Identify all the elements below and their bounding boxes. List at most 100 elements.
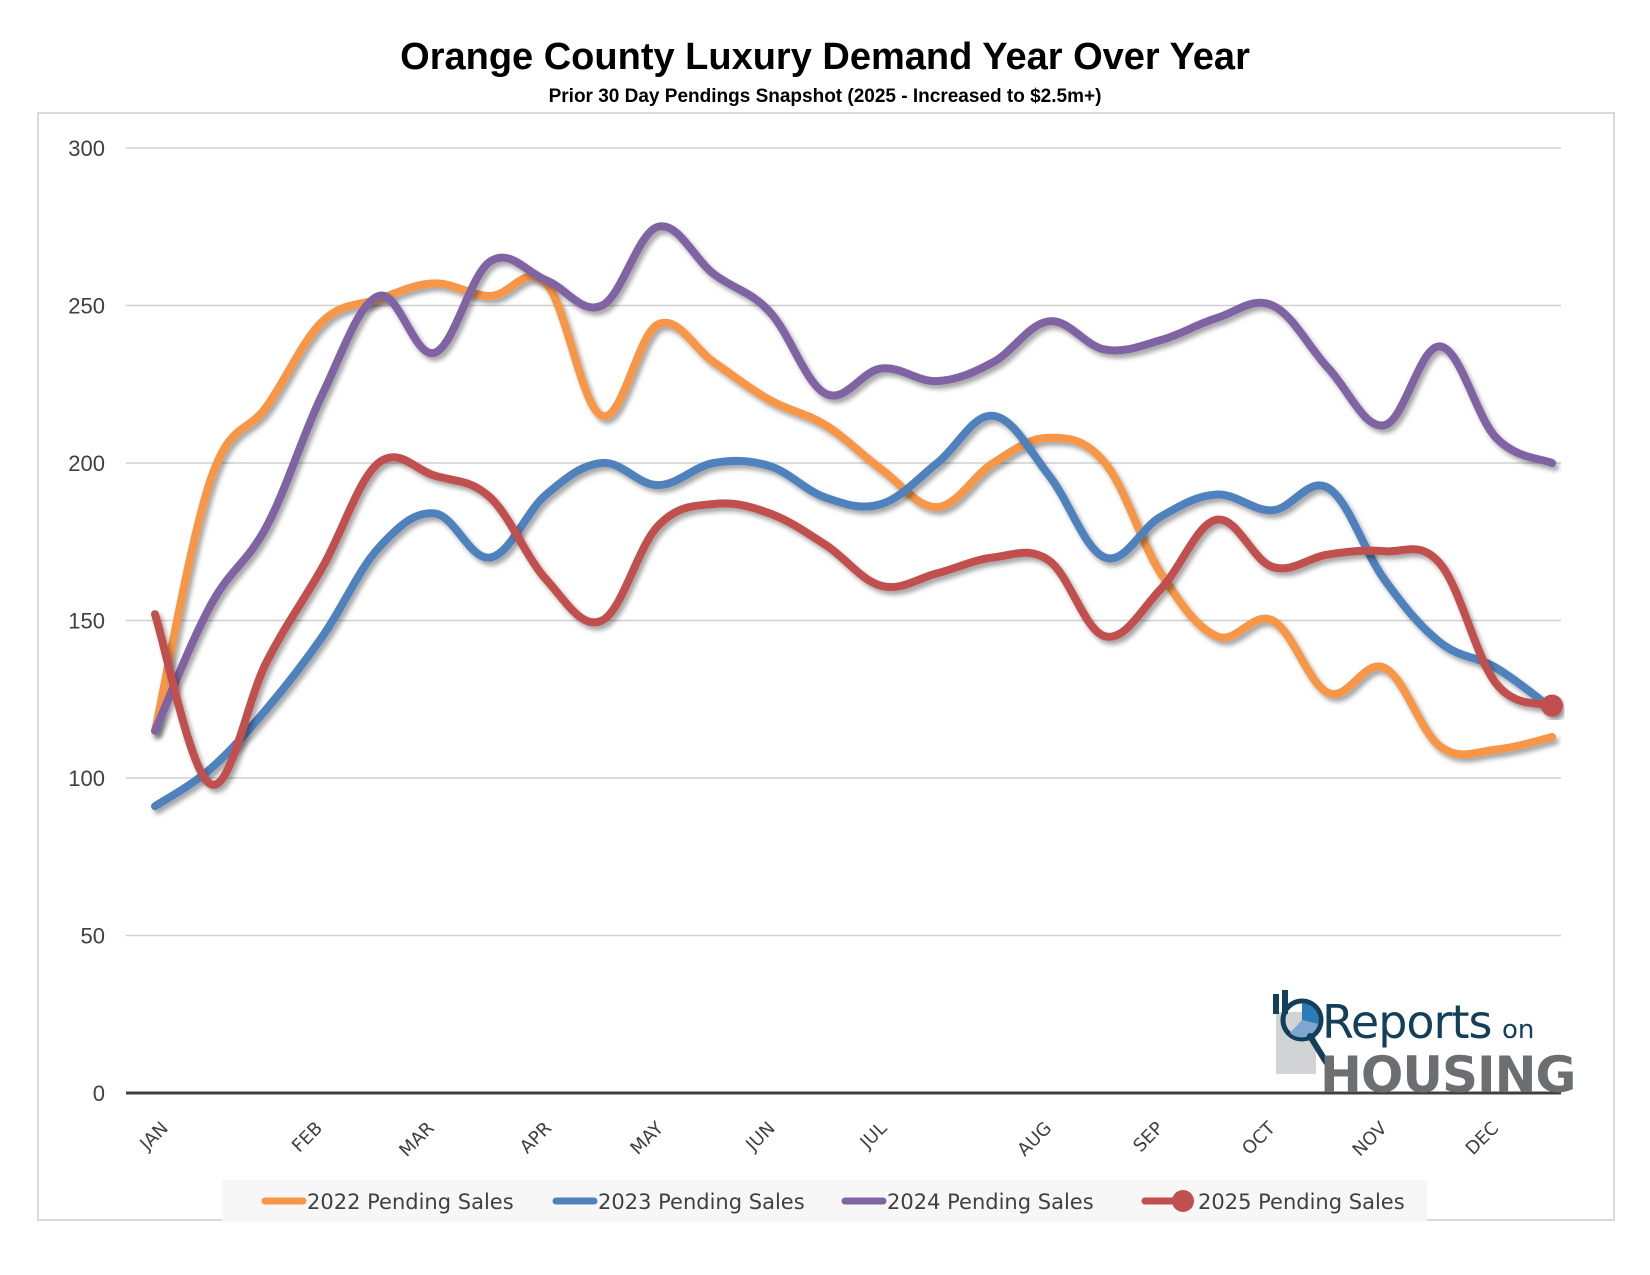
series-line-2025-pending-sales: [151, 453, 1556, 789]
data-point-2024-pending-sales: [877, 365, 885, 373]
data-point-2025-pending-sales: [1436, 560, 1444, 568]
data-point-2024-pending-sales: [430, 349, 438, 357]
data-point-2022-pending-sales: [1492, 746, 1500, 754]
data-point-2022-pending-sales: [654, 320, 662, 328]
data-point-2025-pending-sales: [1045, 557, 1053, 565]
data-point-2022-pending-sales: [877, 465, 885, 473]
legend: 2022 Pending Sales 2023 Pending Sales 2024…: [261, 1190, 1405, 1214]
data-point-2022-pending-sales: [1324, 689, 1332, 697]
logo-housing-text: HOUSING: [1320, 1046, 1575, 1104]
data-point-2025-pending-sales: [598, 617, 606, 625]
data-point-2022-pending-sales: [1380, 664, 1388, 672]
data-point-2022-pending-sales: [263, 402, 271, 410]
data-point-2022-pending-sales: [1548, 733, 1556, 741]
data-point-2025-pending-sales: [933, 569, 941, 577]
data-point-2022-pending-sales: [319, 317, 327, 325]
data-point-2022-pending-sales: [1101, 459, 1109, 467]
data-point-2024-pending-sales: [486, 257, 494, 265]
data-point-2022-pending-sales: [766, 396, 774, 404]
data-point-2023-pending-sales: [207, 765, 215, 773]
data-point-2024-pending-sales: [375, 292, 383, 300]
data-point-2023-pending-sales: [375, 544, 383, 552]
data-point-2024-pending-sales: [822, 390, 830, 398]
data-point-2025-pending-sales: [1269, 563, 1277, 571]
data-point-2023-pending-sales: [319, 632, 327, 640]
series-line-2024-pending-sales: [151, 222, 1556, 735]
data-point-2024-pending-sales: [151, 727, 159, 735]
data-point-2023-pending-sales: [1436, 639, 1444, 647]
data-point-2022-pending-sales: [598, 412, 606, 420]
data-point-2023-pending-sales: [822, 494, 830, 502]
data-point-2025-pending-sales: [1101, 632, 1109, 640]
series-lines: [151, 222, 1563, 811]
data-point-2025-pending-sales: [263, 657, 271, 665]
data-point-2025-pending-sales: [207, 780, 215, 788]
data-point-2023-pending-sales: [989, 412, 997, 420]
data-point-2024-pending-sales: [1548, 459, 1556, 467]
data-point-2025-pending-sales: [430, 472, 438, 480]
data-point-2023-pending-sales: [710, 459, 718, 467]
data-point-2024-pending-sales: [1492, 434, 1500, 442]
y-axis-ticks: 0 50 100 150 200 250 300: [68, 136, 105, 1106]
legend-marker: [1172, 1190, 1194, 1212]
data-point-2024-pending-sales: [1157, 336, 1165, 344]
logo-pie-icon: [1302, 1003, 1319, 1024]
data-point-2025-pending-sales: [766, 509, 774, 517]
data-point-2024-pending-sales: [263, 522, 271, 530]
data-point-2025-pending-sales: [822, 541, 830, 549]
logo-handle-icon: [1307, 1033, 1329, 1065]
data-point-2024-pending-sales: [989, 358, 997, 366]
data-point-2025-pending-sales: [1213, 516, 1221, 524]
data-point-2024-pending-sales: [1324, 365, 1332, 373]
data-point-2022-pending-sales: [1213, 632, 1221, 640]
data-point-2023-pending-sales: [263, 705, 271, 713]
data-point-2024-pending-sales: [933, 377, 941, 385]
legend-item-2024-pending-sales: 2024 Pending Sales: [841, 1190, 1094, 1214]
chart-title: Orange County Luxury Demand Year Over Ye…: [400, 36, 1250, 78]
data-point-2025-pending-sales: [710, 500, 718, 508]
data-point-2024-pending-sales: [1213, 314, 1221, 322]
chart-subtitle: Prior 30 Day Pendings Snapshot (2025 - I…: [548, 86, 1102, 107]
y-tick-label: 200: [68, 451, 105, 476]
data-point-2022-pending-sales: [1157, 569, 1165, 577]
data-point-2025-pending-sales: [319, 563, 327, 571]
data-point-2024-pending-sales: [319, 390, 327, 398]
data-point-2022-pending-sales: [207, 475, 215, 483]
logo-bar-icon: [1273, 994, 1279, 1014]
data-point-2024-pending-sales: [1269, 302, 1277, 310]
data-point-2025-pending-sales: [1157, 585, 1165, 593]
data-point-2025-pending-sales: [542, 576, 550, 584]
data-point-2024-pending-sales: [598, 302, 606, 310]
data-point-2024-pending-sales: [207, 601, 215, 609]
data-point-2023-pending-sales: [766, 462, 774, 470]
logo-reports-text: Reports: [1322, 995, 1491, 1049]
legend-label: 2025 Pending Sales: [1198, 1190, 1405, 1214]
data-point-2022-pending-sales: [1436, 743, 1444, 751]
data-point-2023-pending-sales: [1380, 576, 1388, 584]
logo-bar-icon: [1282, 990, 1288, 1014]
data-point-2025-pending-sales: [1324, 550, 1332, 558]
data-point-2023-pending-sales: [1045, 472, 1053, 480]
data-point-2022-pending-sales: [710, 358, 718, 366]
data-point-2024-pending-sales: [542, 276, 550, 284]
data-point-2025-pending-sales: [375, 459, 383, 467]
data-point-2023-pending-sales: [877, 500, 885, 508]
data-point-2024-pending-sales: [1436, 342, 1444, 350]
legend-item-2022-pending-sales: 2022 Pending Sales: [261, 1190, 514, 1214]
data-point-2023-pending-sales: [1157, 513, 1165, 521]
legend-label: 2023 Pending Sales: [598, 1190, 805, 1214]
data-point-2022-pending-sales: [1045, 434, 1053, 442]
data-point-2023-pending-sales: [1324, 484, 1332, 492]
y-tick-label: 300: [68, 136, 105, 161]
data-point-2022-pending-sales: [430, 279, 438, 287]
last-point-marker-2025-pending-sales: [1541, 694, 1563, 717]
data-point-2025-pending-sales: [1380, 547, 1388, 555]
data-point-2023-pending-sales: [933, 459, 941, 467]
data-point-2024-pending-sales: [1101, 346, 1109, 354]
logo-on-text: on: [1502, 1015, 1534, 1045]
data-point-2023-pending-sales: [1492, 664, 1500, 672]
data-point-2023-pending-sales: [598, 459, 606, 467]
series-line-2022-pending-sales: [151, 272, 1556, 759]
y-tick-label: 0: [93, 1081, 105, 1106]
